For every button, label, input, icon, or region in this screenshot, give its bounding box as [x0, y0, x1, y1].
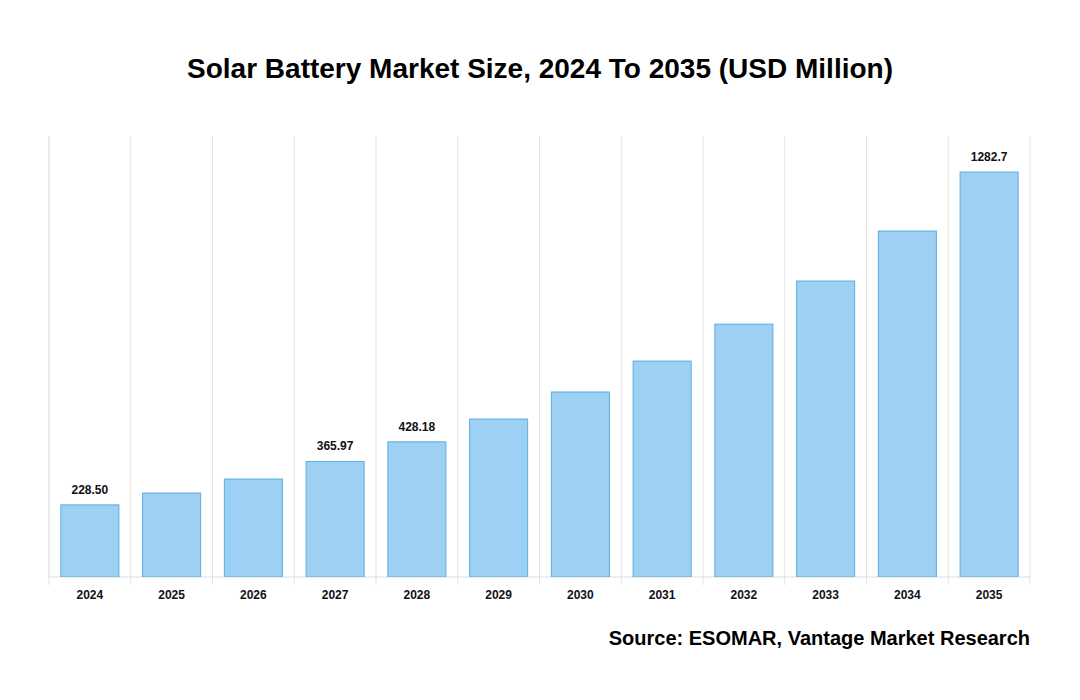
- x-tick-label: 2025: [158, 588, 185, 602]
- bar: [715, 324, 773, 577]
- grid-line: [212, 136, 213, 585]
- y-range-line: [49, 136, 50, 577]
- x-tick-label: 2035: [976, 588, 1003, 602]
- data-label: 365.97: [317, 439, 354, 453]
- x-tick-label: 2024: [77, 588, 104, 602]
- data-label: 1282.7: [971, 150, 1008, 164]
- bar: [633, 361, 691, 577]
- grid-line: [703, 136, 704, 585]
- grid-line: [866, 136, 867, 585]
- x-tick-label: 2027: [322, 588, 349, 602]
- grid-line: [948, 136, 949, 585]
- x-tick-label: 2033: [812, 588, 839, 602]
- x-tick-label: 2030: [567, 588, 594, 602]
- x-tick-label: 2031: [649, 588, 676, 602]
- x-tick-label: 2034: [894, 588, 921, 602]
- bar: [551, 392, 609, 577]
- bars: [61, 172, 1018, 577]
- bar: [61, 505, 119, 577]
- bar: [224, 479, 282, 577]
- grid-line: [457, 136, 458, 585]
- data-label: 428.18: [399, 420, 436, 434]
- grid-line: [539, 136, 540, 585]
- chart-container: Solar Battery Market Size, 2024 To 2035 …: [0, 0, 1080, 700]
- grid-line: [784, 136, 785, 585]
- x-tick-label: 2026: [240, 588, 267, 602]
- bar: [960, 172, 1018, 577]
- grid-line: [130, 136, 131, 585]
- data-label: 228.50: [72, 483, 109, 497]
- x-tick-label: 2029: [485, 588, 512, 602]
- title: Solar Battery Market Size, 2024 To 2035 …: [187, 53, 893, 84]
- bar: [143, 493, 201, 577]
- bar: [797, 281, 855, 577]
- source: Source: ESOMAR, Vantage Market Research: [609, 627, 1030, 649]
- grid-line: [1030, 136, 1031, 585]
- bar: [470, 419, 528, 577]
- grid-line: [376, 136, 377, 585]
- bar: [306, 461, 364, 577]
- chart-svg: Solar Battery Market Size, 2024 To 2035 …: [0, 0, 1080, 700]
- bar: [388, 442, 446, 577]
- grid-line: [49, 136, 50, 585]
- x-tick-label: 2028: [404, 588, 431, 602]
- grid-line: [621, 136, 622, 585]
- x-tick-label: 2032: [731, 588, 758, 602]
- bar: [878, 231, 936, 577]
- grid-line: [294, 136, 295, 585]
